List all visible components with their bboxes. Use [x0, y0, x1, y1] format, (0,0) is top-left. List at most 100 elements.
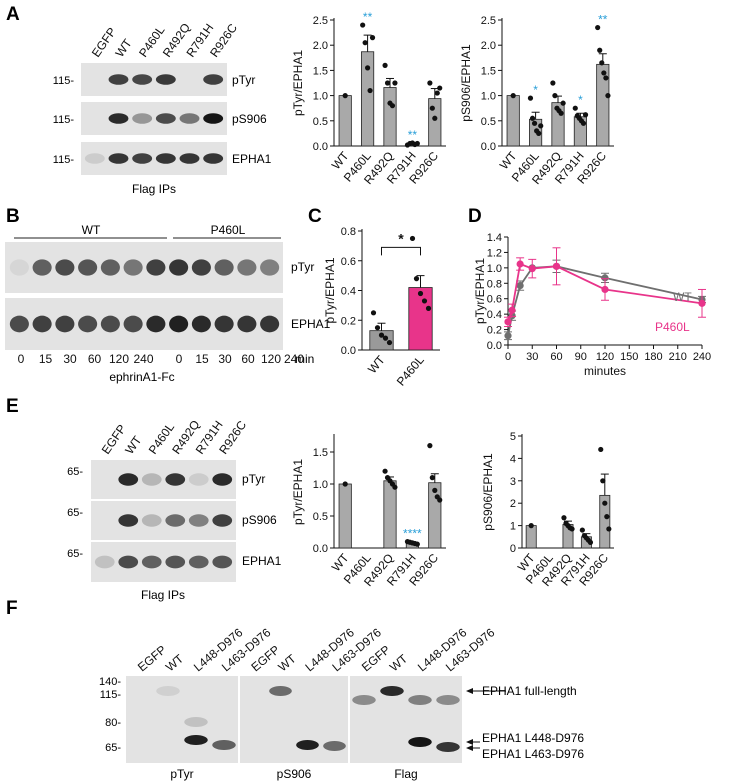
panel-letter-f: F [6, 598, 18, 619]
panel-f-blot: 140- 115- 80- 65- pTyr pS906 Flag EPHA1 … [99, 625, 584, 781]
x-tick-label: 60 [550, 351, 562, 363]
annotation-l448: EPHA1 L448-D976 [482, 731, 584, 745]
blot-band [323, 741, 346, 751]
data-point [504, 332, 512, 340]
bar [506, 95, 520, 147]
x-tick-label: 180 [644, 351, 662, 363]
blot-strip-e-ps906 [91, 501, 236, 540]
data-point [569, 526, 575, 532]
blot-band [165, 473, 186, 486]
blot-band [191, 315, 211, 333]
blot-caption: Flag IPs [132, 182, 176, 196]
blot-strip-a-ps906 [81, 102, 227, 135]
data-point [516, 260, 524, 268]
blot-band [84, 153, 105, 164]
chart-d: 0.0 0.2 0.4 0.6 0.8 1.0 1.2 1.4 0 30 60 90 120 150 180… [473, 232, 711, 378]
x-tick-label: 90 [575, 351, 587, 363]
y-axis-label: pTyr/EPHA1 [323, 257, 337, 323]
blot-band [188, 514, 209, 527]
mw-marker: 140- [99, 676, 121, 688]
data-point [414, 541, 420, 547]
y-tick-label: 1.2 [487, 247, 502, 259]
y-tick-label: 1.5 [313, 65, 328, 77]
blot-band [380, 686, 404, 696]
y-tick-label: 0.6 [341, 256, 356, 268]
panel-letter-b: B [6, 206, 20, 227]
blot-band [94, 555, 115, 569]
bar [338, 95, 352, 147]
data-point [531, 120, 538, 126]
data-point [382, 62, 388, 68]
time-label: 30 [218, 352, 232, 366]
mw-marker: 115- [100, 689, 122, 701]
data-point [552, 93, 558, 99]
time-label: 60 [241, 352, 255, 366]
blot-band [212, 555, 233, 569]
y-axis-label: pS906/EPHA1 [481, 453, 495, 531]
chart-a-ps906: 0.00.51.01.52.02.5pS906/EPHA1WT*P460LR49… [459, 13, 614, 187]
y-tick-label: 0.2 [487, 325, 502, 337]
y-tick-label: 0.0 [487, 340, 502, 352]
blot-label: pTyr [232, 73, 255, 87]
y-tick-label: 1.5 [481, 65, 496, 77]
y-axis-label: pTyr/EPHA1 [291, 50, 305, 116]
data-point [582, 112, 589, 118]
blot-label: pS906 [242, 513, 277, 527]
data-point [425, 305, 432, 311]
blot-band [9, 315, 29, 333]
blot-band [156, 686, 180, 696]
data-point [362, 40, 368, 46]
y-tick-label: 1.0 [487, 263, 502, 275]
blot-caption: pTyr [170, 767, 193, 781]
significance-mark: * [533, 83, 538, 97]
data-point [601, 285, 609, 294]
blot-band [169, 315, 189, 333]
blot-band [214, 315, 234, 333]
blot-band [155, 113, 176, 124]
data-point [421, 298, 428, 304]
chart-c: 0.0 0.2 0.4 0.6 0.8 pTyr/EPHA1 WT P460L * [323, 226, 440, 389]
blot-band [184, 735, 208, 745]
data-point [560, 100, 566, 106]
data-point [427, 80, 433, 86]
blot-band [155, 74, 176, 85]
data-point [597, 47, 603, 53]
data-point [527, 95, 534, 101]
blot-band [108, 153, 129, 164]
time-label: 30 [63, 352, 77, 366]
data-point [386, 339, 393, 346]
y-tick-label: 0.0 [313, 543, 328, 555]
blot-label: EPHA1 [232, 152, 272, 166]
blot-caption: Flag [394, 767, 417, 781]
blot-caption: ephrinA1-Fc [109, 370, 174, 384]
blot-band [146, 315, 166, 333]
y-tick-label: 0 [510, 543, 516, 555]
time-label: 120 [261, 352, 281, 366]
time-label: 60 [88, 352, 102, 366]
data-point [427, 443, 433, 449]
data-point [558, 110, 564, 116]
bar [525, 525, 537, 549]
blot-label: EPHA1 [242, 554, 282, 568]
panel-e-blot: 65- 65- 65- pTyr pS906 EPHA1 Flag IPs EG… [67, 418, 282, 602]
data-point [528, 265, 536, 273]
data-point [365, 65, 371, 71]
blot-band [237, 259, 257, 276]
y-tick-label: 1.0 [481, 91, 496, 103]
y-tick-label: 0.0 [341, 345, 356, 357]
blot-band [212, 740, 236, 750]
data-point [374, 325, 381, 331]
mw-marker: 115- [53, 154, 75, 166]
y-axis-label: pTyr/EPHA1 [473, 258, 487, 324]
time-unit: min [295, 352, 314, 366]
blot-band [191, 259, 211, 276]
mw-marker: 65- [67, 466, 83, 478]
blot-label: pS906 [232, 112, 267, 126]
data-point [595, 24, 601, 31]
data-point [698, 299, 706, 307]
mw-marker: 115- [53, 75, 75, 87]
y-tick-label: 2.5 [313, 15, 328, 27]
blot-band [165, 555, 186, 569]
bar [383, 480, 397, 549]
data-point [528, 523, 534, 529]
